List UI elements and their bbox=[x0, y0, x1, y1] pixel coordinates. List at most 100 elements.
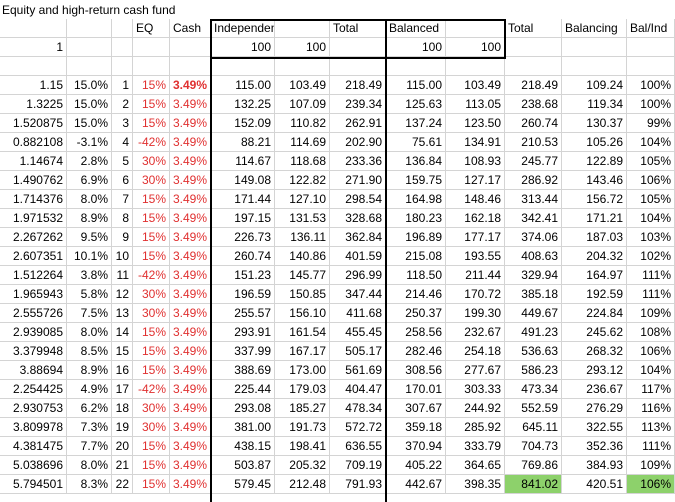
data-cell[interactable]: 645.11 bbox=[505, 418, 562, 437]
data-cell[interactable]: 9.5% bbox=[67, 228, 112, 247]
data-cell[interactable]: 123.50 bbox=[446, 114, 505, 133]
data-cell[interactable]: 75.61 bbox=[386, 133, 446, 152]
data-cell[interactable]: 15% bbox=[133, 114, 170, 133]
empty-cell[interactable] bbox=[67, 57, 112, 76]
data-cell[interactable]: 8 bbox=[112, 209, 133, 228]
empty-cell[interactable] bbox=[505, 57, 562, 76]
data-cell[interactable]: 255.57 bbox=[211, 304, 275, 323]
data-cell[interactable]: 3.49% bbox=[170, 399, 211, 418]
data-cell[interactable]: 244.92 bbox=[446, 399, 505, 418]
data-cell[interactable]: 5.794501 bbox=[0, 475, 67, 494]
data-cell[interactable]: 159.75 bbox=[386, 171, 446, 190]
data-cell[interactable]: 364.65 bbox=[446, 456, 505, 475]
data-cell[interactable]: 204.32 bbox=[562, 247, 627, 266]
data-cell[interactable]: 99% bbox=[627, 114, 675, 133]
data-cell[interactable]: 214.46 bbox=[386, 285, 446, 304]
data-cell[interactable]: 106% bbox=[627, 475, 675, 494]
empty-cell[interactable] bbox=[133, 57, 170, 76]
data-cell[interactable]: 536.63 bbox=[505, 342, 562, 361]
data-cell[interactable]: 15% bbox=[133, 456, 170, 475]
data-cell[interactable]: 215.08 bbox=[386, 247, 446, 266]
data-cell[interactable]: 88.21 bbox=[211, 133, 275, 152]
data-cell[interactable]: 709.19 bbox=[330, 456, 386, 475]
data-cell[interactable]: 7 bbox=[112, 190, 133, 209]
data-cell[interactable]: 276.29 bbox=[562, 399, 627, 418]
data-cell[interactable]: 15% bbox=[133, 437, 170, 456]
data-cell[interactable]: 15.0% bbox=[67, 76, 112, 95]
data-cell[interactable]: 442.67 bbox=[386, 475, 446, 494]
data-cell[interactable]: 3.49% bbox=[170, 475, 211, 494]
empty-cell[interactable] bbox=[446, 57, 505, 76]
data-cell[interactable]: 405.22 bbox=[386, 456, 446, 475]
data-cell[interactable]: 12 bbox=[112, 285, 133, 304]
data-cell[interactable]: 841.02 bbox=[505, 475, 562, 494]
data-cell[interactable]: 286.92 bbox=[505, 171, 562, 190]
data-cell[interactable]: 105.26 bbox=[562, 133, 627, 152]
data-cell[interactable]: 21 bbox=[112, 456, 133, 475]
data-cell[interactable]: 1.490762 bbox=[0, 171, 67, 190]
data-cell[interactable]: 438.15 bbox=[211, 437, 275, 456]
data-cell[interactable]: 114.69 bbox=[275, 133, 330, 152]
data-cell[interactable]: 3.49% bbox=[170, 342, 211, 361]
data-cell[interactable]: 293.08 bbox=[211, 399, 275, 418]
data-cell[interactable]: 211.44 bbox=[446, 266, 505, 285]
data-cell[interactable]: 149.08 bbox=[211, 171, 275, 190]
data-cell[interactable]: 1.512264 bbox=[0, 266, 67, 285]
data-cell[interactable]: 196.89 bbox=[386, 228, 446, 247]
data-cell[interactable]: 449.67 bbox=[505, 304, 562, 323]
data-cell[interactable]: 13 bbox=[112, 304, 133, 323]
data-cell[interactable]: 105% bbox=[627, 152, 675, 171]
header-cell[interactable]: Bal/Ind bbox=[627, 19, 675, 38]
data-cell[interactable]: 9 bbox=[112, 228, 133, 247]
data-cell[interactable]: 296.99 bbox=[330, 266, 386, 285]
data-cell[interactable]: 113.05 bbox=[446, 95, 505, 114]
data-cell[interactable]: 8.0% bbox=[67, 190, 112, 209]
data-cell[interactable]: 3.49% bbox=[170, 95, 211, 114]
data-cell[interactable]: 381.00 bbox=[211, 418, 275, 437]
data-cell[interactable]: 636.55 bbox=[330, 437, 386, 456]
data-cell[interactable]: 262.91 bbox=[330, 114, 386, 133]
data-cell[interactable]: 185.27 bbox=[275, 399, 330, 418]
data-cell[interactable]: 210.53 bbox=[505, 133, 562, 152]
data-cell[interactable]: 15% bbox=[133, 76, 170, 95]
data-cell[interactable]: 125.63 bbox=[386, 95, 446, 114]
data-cell[interactable]: 1.520875 bbox=[0, 114, 67, 133]
data-cell[interactable]: 308.56 bbox=[386, 361, 446, 380]
data-cell[interactable]: 322.55 bbox=[562, 418, 627, 437]
data-cell[interactable]: 15% bbox=[133, 247, 170, 266]
data-cell[interactable]: 122.82 bbox=[275, 171, 330, 190]
data-cell[interactable]: 127.17 bbox=[446, 171, 505, 190]
data-cell[interactable]: 704.73 bbox=[505, 437, 562, 456]
data-cell[interactable]: 238.68 bbox=[505, 95, 562, 114]
data-cell[interactable]: 113% bbox=[627, 418, 675, 437]
data-cell[interactable]: 478.34 bbox=[330, 399, 386, 418]
data-cell[interactable]: 277.67 bbox=[446, 361, 505, 380]
data-cell[interactable]: 15% bbox=[133, 228, 170, 247]
data-cell[interactable]: -42% bbox=[133, 266, 170, 285]
data-cell[interactable]: 329.94 bbox=[505, 266, 562, 285]
data-cell[interactable]: 30% bbox=[133, 418, 170, 437]
data-cell[interactable]: 132.25 bbox=[211, 95, 275, 114]
data-cell[interactable]: 30% bbox=[133, 304, 170, 323]
data-cell[interactable]: 102% bbox=[627, 247, 675, 266]
empty-cell[interactable] bbox=[386, 57, 446, 76]
data-cell[interactable]: 137.24 bbox=[386, 114, 446, 133]
data-cell[interactable]: 258.56 bbox=[386, 323, 446, 342]
data-cell[interactable]: 233.36 bbox=[330, 152, 386, 171]
data-cell[interactable]: 3.49% bbox=[170, 133, 211, 152]
data-cell[interactable]: 333.79 bbox=[446, 437, 505, 456]
data-cell[interactable]: 503.87 bbox=[211, 456, 275, 475]
data-cell[interactable]: 3.49% bbox=[170, 304, 211, 323]
data-cell[interactable]: 199.30 bbox=[446, 304, 505, 323]
data-cell[interactable]: 143.46 bbox=[562, 171, 627, 190]
data-cell[interactable]: 170.72 bbox=[446, 285, 505, 304]
data-cell[interactable]: 2 bbox=[112, 95, 133, 114]
data-cell[interactable]: 3.49% bbox=[170, 209, 211, 228]
data-cell[interactable]: 313.44 bbox=[505, 190, 562, 209]
data-cell[interactable]: 111% bbox=[627, 285, 675, 304]
data-cell[interactable]: 2.555726 bbox=[0, 304, 67, 323]
data-cell[interactable]: 401.59 bbox=[330, 247, 386, 266]
data-cell[interactable]: 104% bbox=[627, 209, 675, 228]
data-cell[interactable]: 3.49% bbox=[170, 247, 211, 266]
data-cell[interactable]: 15% bbox=[133, 361, 170, 380]
